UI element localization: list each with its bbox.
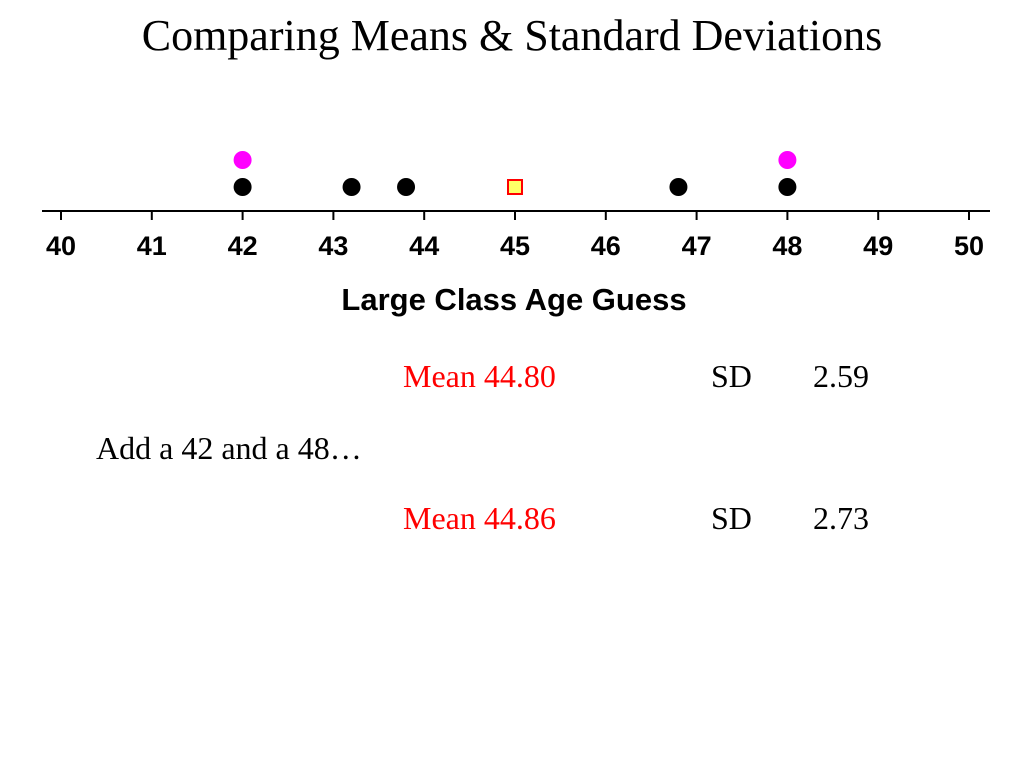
added-data-point [778, 151, 797, 169]
data-point [233, 178, 252, 196]
x-tick-label: 47 [682, 231, 712, 261]
x-tick-label: 44 [409, 231, 439, 261]
x-tick-label: 46 [591, 231, 621, 261]
data-point [778, 178, 797, 196]
x-axis-ticks: 40 41 42 43 44 45 46 47 48 49 50 [46, 211, 984, 261]
sd-label-after: SD [711, 500, 752, 536]
x-tick-label: 42 [228, 231, 258, 261]
x-tick-label: 48 [772, 231, 802, 261]
data-point [397, 178, 416, 196]
mean-after: Mean 44.86 [403, 500, 556, 536]
sd-label-before: SD [711, 358, 752, 394]
x-tick-label: 43 [318, 231, 348, 261]
x-tick-label: 41 [137, 231, 167, 261]
stats-before: Mean 44.80 SD 2.59 [0, 356, 1024, 396]
x-tick-label: 40 [46, 231, 76, 261]
slide-title: Comparing Means & Standard Deviations [141, 11, 883, 60]
x-axis-title: Large Class Age Guess [341, 282, 686, 317]
added-values-note: Add a 42 and a 48… [96, 430, 362, 466]
sd-value-before: 2.59 [813, 358, 869, 394]
data-points [233, 151, 797, 196]
data-point [342, 178, 361, 196]
mean-before: Mean 44.80 [403, 358, 556, 394]
x-tick-label: 50 [954, 231, 984, 261]
stats-after: Mean 44.86 SD 2.73 [0, 498, 1024, 538]
sd-value-after: 2.73 [813, 500, 869, 536]
dot-plot: 40 41 42 43 44 45 46 47 48 49 50 Large Class Age G… [42, 151, 990, 317]
added-data-point [233, 151, 252, 169]
data-point [669, 178, 688, 196]
x-tick-label: 45 [500, 231, 530, 261]
mean-marker [507, 179, 523, 195]
x-tick-label: 49 [863, 231, 893, 261]
